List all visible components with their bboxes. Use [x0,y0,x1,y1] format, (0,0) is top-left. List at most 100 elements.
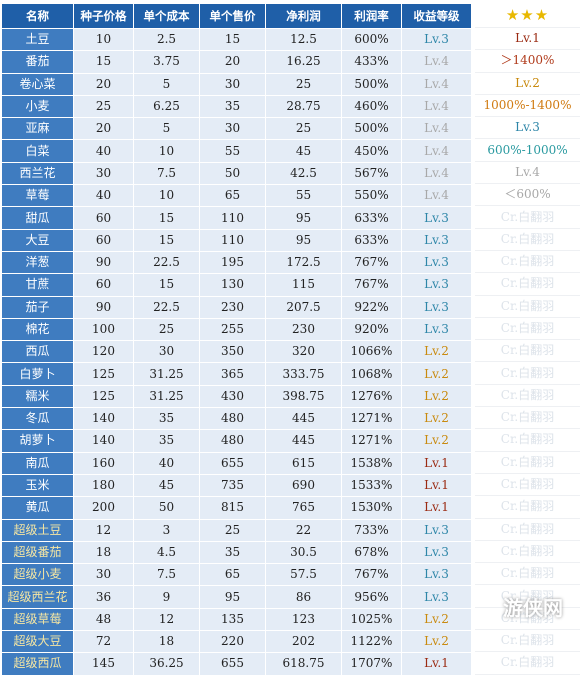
net-profit-cell: 16.25 [265,50,342,74]
profit-rate-cell: 767% [341,563,402,587]
crop-name-cell: 白菜 [1,139,74,163]
table-row: 超级小麦 30 7.5 65 57.5 767% Lv.3 [1,563,472,587]
header-yield-level: 收益等级 [401,3,472,29]
crop-name-cell: 超级西兰花 [1,585,74,609]
seed-price-cell: 30 [73,161,134,186]
unit-price-cell: 655 [199,652,266,676]
unit-cost-cell: 6.25 [133,94,200,119]
crop-name-cell: 番茄 [1,50,74,74]
yield-level-cell: Lv.4 [401,139,472,163]
net-profit-cell: 207.5 [265,295,342,319]
unit-price-cell: 255 [199,317,266,342]
unit-price-cell: 65 [199,563,266,587]
legend-item: 600%-1000% [475,138,580,162]
net-profit-cell: 445 [265,407,342,431]
header-unit-price: 单个售价 [199,3,266,29]
yield-level-cell: Lv.2 [401,340,472,364]
seed-price-cell: 140 [73,407,134,431]
table-row: 棉花 100 25 255 230 920% Lv.3 [1,317,472,342]
seed-price-cell: 40 [73,139,134,163]
net-profit-cell: 320 [265,340,342,364]
legend-item: Cr.白翻羽 [475,562,580,586]
seed-price-cell: 160 [73,451,134,475]
yield-level-cell: Lv.2 [401,384,472,409]
table-row: 超级西瓜 145 36.25 655 618.75 1707% Lv.1 [1,652,472,676]
seed-price-cell: 140 [73,429,134,453]
unit-cost-cell: 10 [133,184,200,208]
yield-level-cell: Lv.3 [401,250,472,275]
table-row: 草莓 40 10 65 55 550% Lv.4 [1,184,472,208]
unit-cost-cell: 2.5 [133,27,200,52]
yield-level-cell: Lv.1 [401,473,472,498]
legend-item: Cr.白翻羽 [475,629,580,653]
seed-price-cell: 125 [73,384,134,409]
profit-rate-cell: 678% [341,540,402,565]
table-row: 胡萝卜 140 35 480 445 1271% Lv.2 [1,429,472,453]
seed-price-cell: 60 [73,273,134,297]
net-profit-cell: 42.5 [265,161,342,186]
legend-item: Cr.白翻羽 [475,540,580,564]
legend-item: Cr.白翻羽 [475,317,580,341]
net-profit-cell: 57.5 [265,563,342,587]
profit-rate-cell: 633% [341,206,402,230]
header-profit-rate: 利润率 [341,3,402,29]
unit-cost-cell: 5 [133,117,200,141]
crop-name-cell: 棉花 [1,317,74,342]
unit-cost-cell: 50 [133,496,200,520]
crop-name-cell: 草莓 [1,184,74,208]
crop-name-cell: 超级草莓 [1,607,74,632]
legend-item: ＞1400% [475,49,580,73]
table-row: 洋葱 90 22.5 195 172.5 767% Lv.3 [1,250,472,275]
seed-price-cell: 20 [73,117,134,141]
unit-price-cell: 95 [199,585,266,609]
crop-name-cell: 大豆 [1,228,74,252]
table-row: 西瓜 120 30 350 320 1066% Lv.2 [1,340,472,364]
yield-level-cell: Lv.3 [401,228,472,252]
yield-level-cell: Lv.2 [401,407,472,431]
level-legend: ★★★ Lv.1 ＞1400% Lv.2 1000%-1400% Lv.3 600%-10… [475,3,580,675]
seed-price-cell: 18 [73,540,134,565]
profit-rate-cell: 767% [341,250,402,275]
unit-price-cell: 25 [199,518,266,542]
seed-price-cell: 36 [73,585,134,609]
crop-name-cell: 西瓜 [1,340,74,364]
unit-cost-cell: 22.5 [133,295,200,319]
unit-price-cell: 135 [199,607,266,632]
yield-level-cell: Lv.4 [401,161,472,186]
legend-item: Lv.2 [475,72,580,95]
net-profit-cell: 618.75 [265,652,342,676]
header-name: 名称 [1,3,74,29]
profit-rate-cell: 1538% [341,451,402,475]
unit-price-cell: 815 [199,496,266,520]
unit-price-cell: 480 [199,429,266,453]
table-row: 超级西兰花 36 9 95 86 956% Lv.3 [1,585,472,609]
profit-rate-cell: 956% [341,585,402,609]
unit-cost-cell: 10 [133,139,200,163]
yield-level-cell: Lv.4 [401,72,472,96]
crop-name-cell: 洋葱 [1,250,74,275]
net-profit-cell: 172.5 [265,250,342,275]
yield-level-cell: Lv.1 [401,496,472,520]
net-profit-cell: 765 [265,496,342,520]
unit-price-cell: 50 [199,161,266,186]
table-row: 白菜 40 10 55 45 450% Lv.4 [1,139,472,163]
crop-name-cell: 亚麻 [1,117,74,141]
net-profit-cell: 45 [265,139,342,163]
table-row: 超级土豆 12 3 25 22 733% Lv.3 [1,518,472,542]
yield-level-cell: Lv.4 [401,50,472,74]
table-row: 茄子 90 22.5 230 207.5 922% Lv.3 [1,295,472,319]
table-row: 南瓜 160 40 655 615 1538% Lv.1 [1,451,472,475]
unit-price-cell: 55 [199,139,266,163]
profit-rate-cell: 500% [341,117,402,141]
profit-rate-cell: 1271% [341,407,402,431]
unit-price-cell: 655 [199,451,266,475]
unit-price-cell: 15 [199,27,266,52]
unit-cost-cell: 15 [133,206,200,230]
unit-cost-cell: 30 [133,340,200,364]
unit-price-cell: 110 [199,206,266,230]
legend-item: Cr.白翻羽 [475,584,580,608]
table-row: 超级番茄 18 4.5 35 30.5 678% Lv.3 [1,540,472,565]
net-profit-cell: 12.5 [265,27,342,52]
yield-level-cell: Lv.1 [401,652,472,676]
table-row: 白萝卜 125 31.25 365 333.75 1068% Lv.2 [1,362,472,386]
